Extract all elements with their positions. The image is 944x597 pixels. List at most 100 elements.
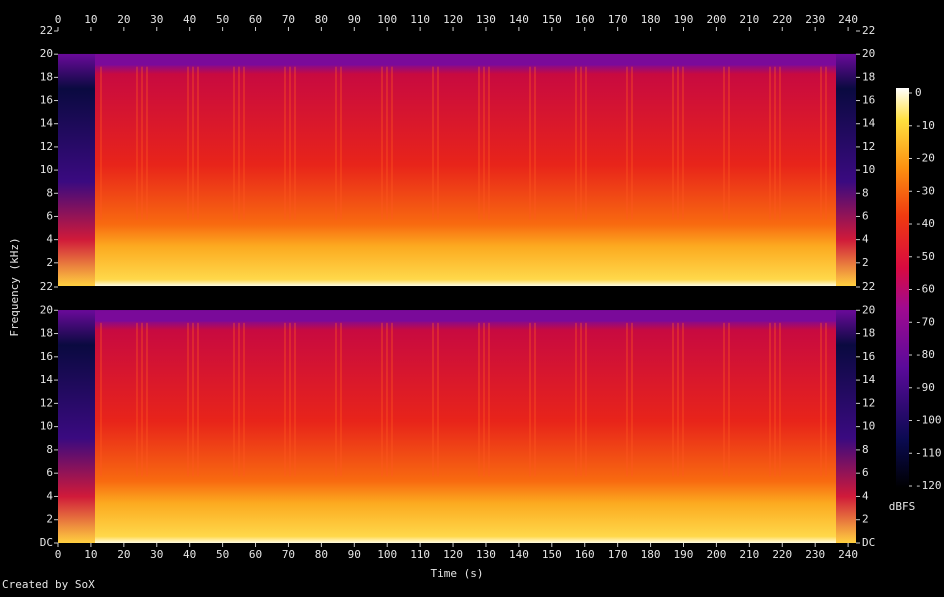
spectrum-streak — [723, 66, 725, 220]
spectrum-streak — [478, 66, 480, 220]
spectrum-main — [95, 321, 836, 543]
colorbar-tick-label: -110 — [915, 446, 942, 459]
spectrum-streak — [437, 322, 439, 477]
spectrum-streak — [779, 66, 781, 220]
y-tick-label: 10 — [862, 420, 875, 433]
x-tick-label: 190 — [674, 548, 694, 561]
spectrum-streak — [677, 322, 679, 477]
y-tick-label: 10 — [862, 163, 875, 176]
x-tick-label: 40 — [183, 548, 196, 561]
spectrum-streak — [728, 322, 730, 477]
spectrum-streak — [585, 66, 587, 220]
y-tick-label: 12 — [862, 396, 875, 409]
y-tick-label: 2 — [46, 256, 53, 269]
spectrum-streak — [779, 322, 781, 477]
spectrum-streak — [529, 322, 531, 477]
y-tick-label: 22 — [40, 24, 53, 37]
y-tick-label: 2 — [862, 513, 869, 526]
spectrum-streak — [187, 66, 189, 220]
y-tick-label: 22 — [862, 280, 875, 293]
colorbar-tick-label: -60 — [915, 283, 935, 296]
x-tick-label: 160 — [575, 548, 595, 561]
spectrum-streak — [534, 322, 536, 477]
x-tick-label: 0 — [55, 13, 62, 26]
colorbar-tick-label: -120 — [915, 479, 942, 492]
colorbar-tick-label: -80 — [915, 348, 935, 361]
spectrum-streak — [238, 322, 240, 477]
y-tick-label: 12 — [862, 140, 875, 153]
y-tick-label: 4 — [862, 489, 869, 502]
spectrum-streak — [825, 322, 827, 477]
x-tick-label: 20 — [117, 548, 130, 561]
x-tick-label: 240 — [838, 13, 858, 26]
spectrum-streak — [488, 66, 490, 220]
x-tick-label: 220 — [772, 548, 792, 561]
colorbar-tick-label: -40 — [915, 217, 935, 230]
spectrum-streak — [243, 322, 245, 477]
y-tick-label: 22 — [862, 24, 875, 37]
x-tick-label: 0 — [55, 548, 62, 561]
spectrum-streak — [289, 322, 291, 477]
y-tick-label: 16 — [862, 94, 875, 107]
y-tick-label: 8 — [46, 186, 53, 199]
spectrum-streak — [488, 322, 490, 477]
spectrum-streak — [820, 66, 822, 220]
spectrum-streak — [483, 66, 485, 220]
x-tick-label: 150 — [542, 548, 562, 561]
colorbar-tick-label: 0 — [915, 86, 922, 99]
spectrum-streak — [100, 66, 102, 220]
y-tick-label: 6 — [46, 466, 53, 479]
spectrum-streak — [682, 322, 684, 477]
x-tick-label: 230 — [805, 548, 825, 561]
spectrum-streak — [580, 66, 582, 220]
spectrum-streak — [529, 66, 531, 220]
spectrum-streak — [769, 322, 771, 477]
spectrum-streak — [672, 66, 674, 220]
colorbar-label: dBFS — [889, 500, 916, 513]
x-tick-label: 80 — [315, 13, 328, 26]
spectrum-streak — [289, 66, 291, 220]
y-tick-label: 20 — [862, 47, 875, 60]
spectrum-streak — [381, 322, 383, 477]
spectrum-streak — [478, 322, 480, 477]
y-tick-label: 14 — [40, 117, 54, 130]
spectrum-streak — [294, 66, 296, 220]
spectrum-streak — [187, 322, 189, 477]
spectrum-streak — [192, 66, 194, 220]
y-tick-label: 14 — [862, 373, 876, 386]
y-tick-label: 22 — [40, 280, 53, 293]
spectrum-main — [95, 65, 836, 286]
x-tick-label: 140 — [509, 13, 529, 26]
y-tick-label: 14 — [40, 373, 54, 386]
x-tick-label: 180 — [641, 548, 661, 561]
spectrum-streak — [432, 322, 434, 477]
x-tick-label: 40 — [183, 13, 196, 26]
x-tick-label: 90 — [348, 13, 361, 26]
y-tick-label: 4 — [46, 489, 53, 502]
y-tick-label: 18 — [40, 327, 53, 340]
spectrum-streak — [774, 322, 776, 477]
spectrum-streak — [243, 66, 245, 220]
y-tick-label: 10 — [40, 163, 53, 176]
spectrum-streak — [534, 66, 536, 220]
x-tick-label: 60 — [249, 548, 262, 561]
spectrum-streak — [672, 322, 674, 477]
spectrum-streak — [682, 66, 684, 220]
y-tick-label: DC — [862, 536, 875, 549]
x-tick-label: 10 — [84, 548, 97, 561]
spectrum-streak — [631, 66, 633, 220]
x-tick-label: 190 — [674, 13, 694, 26]
spectrum-streak — [677, 66, 679, 220]
y-tick-label: 4 — [46, 233, 53, 246]
spectrum-streak — [381, 66, 383, 220]
x-tick-label: 50 — [216, 548, 229, 561]
x-tick-label: 170 — [608, 13, 628, 26]
y-tick-label: 20 — [40, 47, 53, 60]
x-tick-label: 50 — [216, 13, 229, 26]
x-tick-label: 80 — [315, 548, 328, 561]
y-tick-label: 12 — [40, 396, 53, 409]
spectrum-streak — [284, 66, 286, 220]
spectrum-streak — [141, 66, 143, 220]
y-tick-label: 4 — [862, 233, 869, 246]
